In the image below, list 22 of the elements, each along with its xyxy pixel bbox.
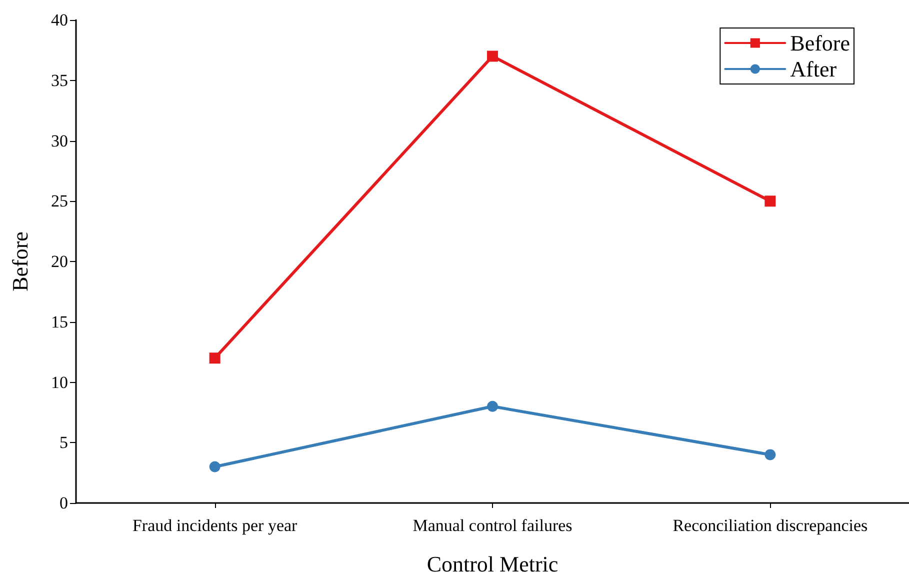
y-tick-label: 30 [51, 131, 68, 150]
point [487, 50, 498, 62]
y-tick-label: 25 [51, 192, 68, 211]
x-tick-label: Fraud incidents per year [132, 516, 298, 535]
x-tick-label: Manual control failures [412, 516, 572, 535]
point [764, 196, 776, 207]
y-axis-title: Before [8, 232, 32, 292]
point [487, 400, 498, 412]
point [764, 449, 776, 460]
x-tick-label: Reconciliation discrepancies [672, 516, 868, 535]
y-tick-label: 10 [51, 372, 68, 392]
y-tick-label: 35 [51, 70, 68, 90]
y-tick-label: 0 [60, 494, 68, 512]
point [209, 461, 220, 472]
y-tick-label: 5 [60, 433, 68, 452]
y-tick-label: 40 [51, 10, 68, 30]
y-tick-label: 15 [51, 312, 68, 332]
y-tick-label: 20 [51, 252, 68, 271]
legend-label: After [790, 56, 838, 82]
point [209, 352, 220, 364]
x-axis-title: Control Metric [426, 552, 558, 576]
legend-label: Before [790, 30, 850, 56]
